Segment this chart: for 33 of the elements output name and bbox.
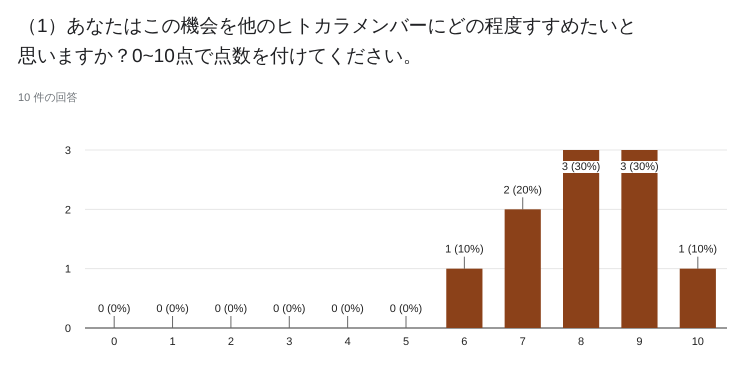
x-tick-label: 8 — [578, 336, 584, 348]
x-tick-label: 5 — [402, 336, 410, 348]
y-tick-label: 1 — [64, 264, 71, 276]
bar — [446, 268, 482, 328]
bar — [504, 209, 541, 328]
bar — [621, 150, 658, 328]
data-label: 1 (10%) — [445, 244, 484, 256]
data-label: 3 (30%) — [562, 161, 600, 173]
data-label: 0 (0%) — [273, 303, 306, 315]
x-tick-label: 2 — [228, 336, 234, 348]
x-tick-label: 0 — [111, 336, 118, 348]
x-tick-label: 7 — [520, 336, 526, 348]
x-tick-label: 6 — [461, 336, 468, 348]
y-tick-label: 2 — [64, 204, 71, 216]
data-label: 0 (0%) — [98, 303, 130, 315]
x-tick-label: 3 — [286, 336, 292, 348]
x-tick-label: 1 — [169, 336, 176, 348]
y-tick-label: 3 — [64, 145, 71, 157]
data-label: 1 (10%) — [678, 244, 718, 256]
data-label: 0 (0%) — [331, 303, 364, 315]
y-tick-label: 0 — [64, 323, 71, 335]
x-tick-label: 4 — [344, 336, 351, 348]
data-label: 0 (0%) — [390, 303, 422, 315]
x-tick-label: 9 — [636, 336, 643, 348]
data-label: 2 (20%) — [503, 184, 542, 196]
data-label: 0 (0%) — [214, 303, 248, 315]
bar — [563, 150, 600, 328]
data-label: 3 (30%) — [620, 161, 659, 173]
chart-subtitle: 10 件の回答 — [18, 91, 78, 105]
data-label: 0 (0%) — [156, 303, 189, 315]
bar — [680, 268, 716, 328]
x-tick-label: 10 — [692, 336, 704, 348]
chart-title: （1）あなたはこの機会を他のヒトカラメンバーにどの程度すすめたいと思いますか？0~10点で点数を付けてください。 — [18, 15, 638, 69]
